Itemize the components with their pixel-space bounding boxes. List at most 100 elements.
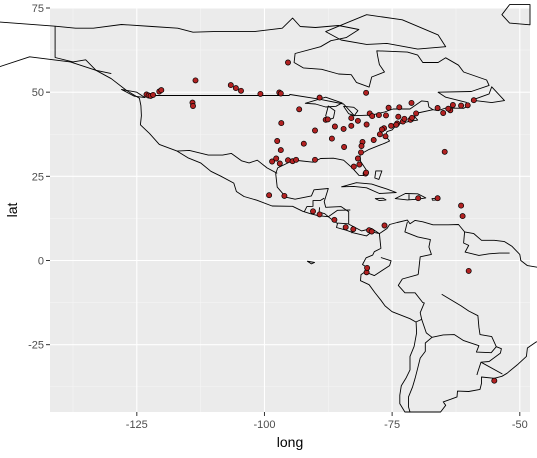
north-america-outline [0,17,490,237]
data-point [293,156,300,163]
newfoundland [471,86,505,104]
data-point [363,169,370,176]
data-point [396,104,403,111]
data-point [348,115,355,122]
x-tick-label: -125 [126,419,148,431]
data-point [300,140,307,147]
data-point [464,102,471,109]
data-point [238,87,244,94]
y-axis-ticks: -25 0 25 50 75 [28,3,50,352]
data-point [409,114,415,121]
data-point [276,160,283,167]
data-point [277,147,284,154]
data-point [316,94,323,101]
data-point [312,127,318,134]
data-point [375,112,382,119]
points-layer [143,59,498,384]
bolivia-argentina-chile [421,319,497,354]
data-point [316,211,323,218]
data-point [449,102,456,108]
jamaica [374,197,387,202]
plot-panel [50,8,530,412]
data-point [458,102,465,109]
data-point [413,110,420,117]
data-point [358,149,364,156]
data-point [376,131,383,138]
y-tick-label: 0 [38,256,44,268]
data-point [350,226,357,233]
data-point [190,103,196,109]
alaska-border [54,26,112,75]
data-point [150,91,157,98]
data-point [227,82,234,89]
vancouver-island [121,89,146,99]
data-point [441,148,448,155]
data-point [296,106,303,113]
y-tick-label: -25 [28,340,44,352]
data-point [192,77,199,84]
nicaragua-costa-rica [337,222,349,225]
data-point [310,208,316,215]
data-point [350,163,357,170]
x-axis-title: long [277,434,303,450]
argentina-uruguay [476,362,482,376]
y-tick-label: 25 [32,171,44,183]
lake-huron-erie [343,105,359,117]
data-point [356,161,363,168]
cuba [341,182,397,194]
data-point [340,125,347,132]
data-point [434,195,441,202]
chile-argentina-border [408,336,433,413]
y-tick-label: 50 [32,87,44,99]
peru-brazil-bolivia [397,274,425,323]
x-tick-label: -75 [384,419,400,431]
data-point [415,195,422,202]
south-america-outline [360,219,537,413]
data-point [354,117,361,124]
y-axis-title: lat [4,203,20,218]
data-point [269,158,276,165]
data-point [440,110,447,116]
data-point [341,144,348,150]
data-point [273,155,280,162]
data-point [383,112,389,119]
data-point [459,213,466,220]
venezuela-guyana-border [463,231,510,256]
data-point [395,113,402,120]
data-point [232,85,239,92]
data-point [342,224,349,231]
data-point [281,192,288,199]
data-point [257,90,264,97]
data-point [285,59,291,66]
data-point [266,192,273,199]
data-point [354,155,361,162]
x-axis-ticks: -125 -100 -75 -50 [126,412,528,431]
data-point [445,105,452,112]
major-gridlines [50,7,530,412]
hudson-bay-islands [325,14,447,50]
data-point [363,121,370,128]
data-point [328,135,335,142]
x-tick-label: -50 [512,419,528,431]
colombia-venezuela-border [404,221,432,275]
data-point [278,120,285,127]
data-point [382,133,389,140]
us-mexico-border [177,149,278,174]
data-point [274,138,281,144]
brazil-bolivia-paraguay [441,293,503,375]
data-point [363,89,370,96]
data-point [348,122,355,129]
central-america-borders [318,207,351,218]
hispaniola [394,193,427,201]
great-lakes [304,96,343,108]
data-point [369,113,376,120]
galapagos [306,260,315,265]
x-tick-label: -100 [253,419,275,431]
data-point [324,116,331,123]
data-point [368,228,375,235]
data-point [458,202,465,209]
data-point [385,104,392,111]
data-point [408,99,415,106]
greenland-edge [501,4,531,26]
